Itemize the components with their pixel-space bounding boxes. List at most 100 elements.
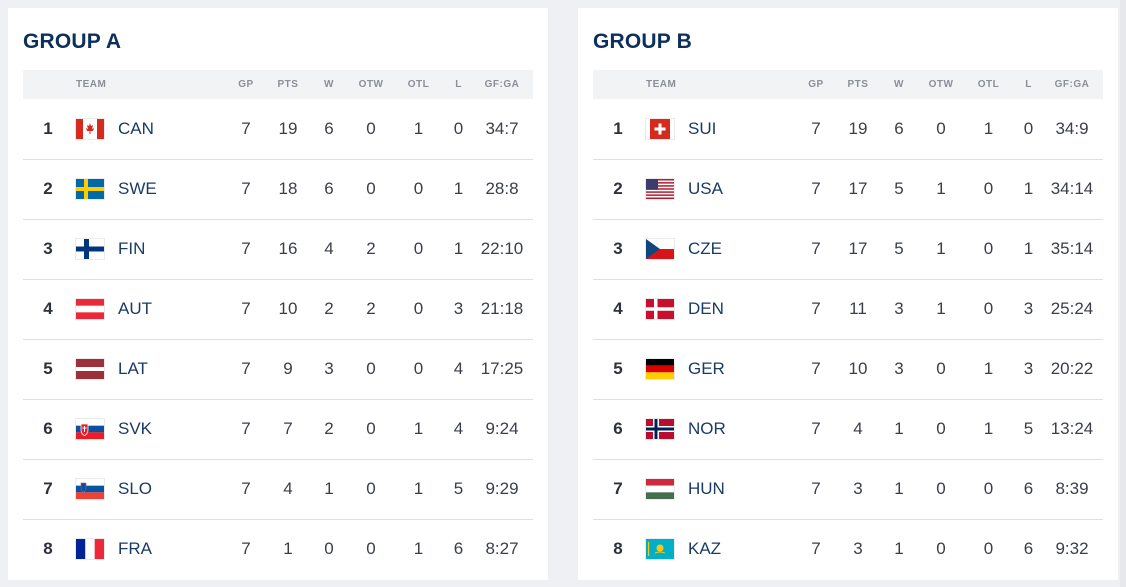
team-code[interactable]: USA — [688, 179, 723, 198]
gp-cell: 7 — [241, 479, 251, 498]
otw-header[interactable]: OTW — [928, 79, 954, 90]
hungary-flag-icon — [646, 479, 674, 499]
team-code[interactable]: SLO — [118, 479, 153, 498]
table-row[interactable]: 2 SWE 7 18 6 0 0 1 28:8 — [23, 159, 533, 219]
table-row[interactable]: 2 USA 7 17 5 1 0 1 34:14 — [593, 159, 1103, 219]
pts-header[interactable]: PTS — [277, 79, 299, 90]
table-row[interactable]: 1 SUI 7 19 6 0 1 0 34:9 — [593, 99, 1103, 159]
gfga-header[interactable]: GF:GA — [1054, 79, 1090, 90]
otl-header[interactable]: OTL — [407, 79, 430, 90]
pts-cell: 19 — [278, 118, 298, 138]
team-code[interactable]: CZE — [688, 239, 722, 258]
l-cell: 1 — [453, 239, 464, 258]
group-b-title: GROUP B — [593, 30, 693, 53]
finland-flag-icon — [76, 239, 104, 259]
w-cell: 3 — [324, 359, 334, 378]
otw-cell: 0 — [936, 539, 946, 559]
w-header[interactable]: W — [324, 79, 334, 90]
otw-cell: 2 — [366, 239, 376, 258]
team-code[interactable]: DEN — [688, 299, 724, 318]
w-cell: 6 — [324, 118, 334, 138]
pts-cell: 17 — [848, 239, 868, 258]
team-cell: GER — [643, 339, 793, 399]
gp-cell: 7 — [241, 539, 251, 559]
otw-header[interactable]: OTW — [358, 79, 384, 90]
w-cell: 2 — [324, 299, 334, 318]
team-code[interactable]: SVK — [118, 419, 153, 438]
rank-cell: 8 — [613, 539, 623, 559]
team-header[interactable]: TEAM — [76, 79, 107, 90]
team-code[interactable]: GER — [688, 359, 725, 378]
pts-header[interactable]: PTS — [847, 79, 869, 90]
germany-flag-icon — [646, 359, 674, 379]
table-row[interactable]: 3 FIN 7 16 4 2 0 1 22:10 — [23, 219, 533, 279]
gp-cell: 7 — [811, 359, 821, 378]
table-header-row: TEAM GP PTS W OTW OTL L GF:GA — [23, 70, 533, 99]
team-code[interactable]: FIN — [118, 239, 146, 258]
rank-header — [593, 70, 643, 99]
otw-cell: 2 — [366, 299, 376, 318]
team-code[interactable]: KAZ — [688, 539, 722, 559]
gp-cell: 7 — [241, 239, 251, 258]
team-code[interactable]: FRA — [118, 539, 152, 559]
team-code[interactable]: HUN — [688, 479, 725, 498]
gfga-cell: 34:14 — [1050, 179, 1094, 198]
gfga-header[interactable]: GF:GA — [484, 79, 520, 90]
team-code[interactable]: SWE — [118, 179, 157, 198]
table-row[interactable]: 7 HUN 7 3 1 0 0 6 8:39 — [593, 459, 1103, 519]
gfga-cell: 35:14 — [1050, 239, 1094, 258]
rank-cell: 3 — [43, 239, 53, 258]
gp-header[interactable]: GP — [238, 79, 254, 90]
rank-cell: 6 — [613, 419, 623, 438]
l-cell: 1 — [453, 179, 464, 198]
table-row[interactable]: 6 NOR 7 4 1 0 1 5 13:24 — [593, 399, 1103, 459]
l-header[interactable]: L — [455, 79, 462, 90]
otw-cell: 1 — [936, 179, 946, 198]
w-cell: 3 — [894, 299, 904, 318]
switzerland-flag-icon — [646, 118, 674, 139]
w-cell: 6 — [894, 118, 904, 138]
w-header[interactable]: W — [894, 79, 904, 90]
otw-cell: 0 — [366, 419, 376, 438]
team-code[interactable]: CAN — [118, 118, 154, 138]
team-cell: USA — [643, 159, 793, 219]
table-row[interactable]: 8 KAZ 7 3 1 0 0 6 9:32 — [593, 519, 1103, 579]
gfga-cell: 8:27 — [485, 539, 519, 559]
w-cell: 1 — [894, 419, 904, 438]
table-row[interactable]: 5 GER 7 10 3 0 1 3 20:22 — [593, 339, 1103, 399]
team-cell: SUI — [643, 99, 793, 159]
team-code[interactable]: SUI — [688, 118, 717, 138]
france-flag-icon — [76, 539, 104, 560]
table-row[interactable]: 5 LAT 7 9 3 0 0 4 17:25 — [23, 339, 533, 399]
gfga-cell: 17:25 — [480, 359, 524, 378]
gfga-cell: 22:10 — [480, 239, 524, 258]
table-row[interactable]: 4 DEN 7 11 3 1 0 3 25:24 — [593, 279, 1103, 339]
otw-cell: 0 — [936, 419, 946, 438]
w-cell: 0 — [324, 539, 334, 559]
gp-header[interactable]: GP — [808, 79, 824, 90]
table-row[interactable]: 3 CZE 7 17 5 1 0 1 35:14 — [593, 219, 1103, 279]
background-strip — [1120, 0, 1126, 587]
table-row[interactable]: 7 SLO 7 4 1 0 1 5 9:29 — [23, 459, 533, 519]
otl-header[interactable]: OTL — [977, 79, 1000, 90]
otw-cell: 0 — [366, 179, 376, 198]
rank-cell: 5 — [43, 359, 53, 378]
team-code[interactable]: AUT — [118, 299, 152, 318]
rank-cell: 5 — [613, 359, 623, 378]
gfga-cell: 9:29 — [485, 479, 519, 498]
otl-cell: 0 — [983, 539, 994, 559]
table-row[interactable]: 4 AUT 7 10 2 2 0 3 21:18 — [23, 279, 533, 339]
team-code[interactable]: NOR — [688, 419, 726, 438]
gp-cell: 7 — [811, 239, 821, 258]
group-a-panel: GROUP A TEAM GP PTS W OTW OTL L GF:GA 1 C… — [8, 8, 548, 580]
rank-cell: 3 — [613, 239, 623, 258]
team-code[interactable]: LAT — [118, 359, 148, 378]
team-header[interactable]: TEAM — [646, 79, 677, 90]
table-row[interactable]: 1 CAN 7 19 6 0 1 0 34:7 — [23, 99, 533, 159]
table-row[interactable]: 6 SVK 7 7 2 0 1 4 9:24 — [23, 399, 533, 459]
table-row[interactable]: 8 FRA 7 1 0 0 1 6 8:27 — [23, 519, 533, 579]
gfga-cell: 21:18 — [480, 299, 524, 318]
w-cell: 5 — [894, 239, 904, 258]
team-cell: FIN — [73, 219, 223, 279]
l-header[interactable]: L — [1025, 79, 1032, 90]
